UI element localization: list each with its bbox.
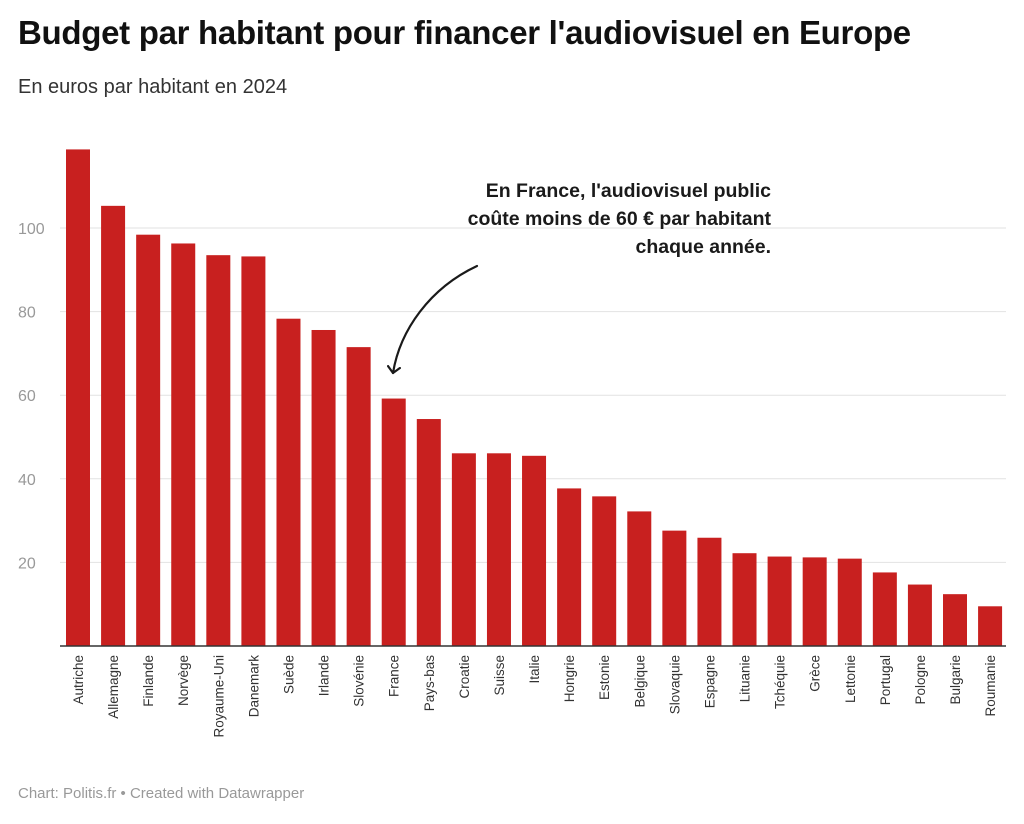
category-label: Tchéquie	[773, 655, 788, 709]
category-label: Lettonie	[843, 655, 858, 703]
bar-autriche	[66, 149, 90, 646]
bars	[66, 149, 1003, 647]
chart-subtitle: En euros par habitant en 2024	[18, 76, 288, 98]
category-label: Belgique	[632, 655, 647, 708]
category-label: Autriche	[71, 655, 86, 705]
category-label: Grèce	[808, 655, 823, 692]
y-axis-ticks: 20 40 60 80 100	[18, 221, 45, 572]
bar-tch-quie	[767, 556, 792, 646]
bar-danemark	[241, 256, 266, 646]
category-label: Irlande	[317, 655, 332, 696]
bar-slov-nie	[346, 347, 371, 646]
category-label: Danemark	[246, 655, 261, 718]
bar-slovaquie	[662, 530, 687, 646]
y-tick-label: 20	[18, 555, 36, 572]
bar-croatie	[451, 453, 476, 646]
x-axis-labels: Autriche Allemagne Finlande Norvège Royaume-…	[71, 655, 998, 738]
y-tick-label: 100	[18, 221, 45, 238]
annotation-line-2: coûte moins de 60 € par habitant	[468, 208, 772, 230]
y-tick-label: 80	[18, 305, 36, 322]
category-label: Espagne	[702, 655, 717, 708]
bar-gr-ce	[802, 557, 827, 646]
bar-suisse	[486, 453, 511, 646]
bar-allemagne	[101, 205, 126, 646]
bar-finlande	[136, 234, 161, 647]
bar-estonie	[592, 496, 617, 646]
bar-norv-ge	[171, 243, 196, 646]
category-label: Estonie	[597, 655, 612, 700]
category-label: Royaume-Uni	[211, 655, 226, 738]
annotation-line-1: En France, l'audiovisuel public	[486, 180, 771, 202]
annotation: En France, l'audiovisuel public coûte mo…	[393, 180, 772, 375]
category-label: Slovénie	[352, 655, 367, 707]
category-label: Roumanie	[983, 655, 998, 717]
bar-pays-bas	[416, 419, 441, 646]
bar-irlande	[311, 329, 336, 646]
bar-lituanie	[732, 553, 757, 646]
category-label: Suède	[281, 655, 296, 694]
annotation-arrow	[393, 264, 479, 375]
category-label: Finlande	[141, 655, 156, 707]
bar-su-de	[276, 318, 301, 646]
bar-france	[381, 398, 406, 646]
category-label: Allemagne	[106, 655, 121, 719]
category-label: Hongrie	[562, 655, 577, 702]
bar-belgique	[627, 511, 652, 646]
chart-title: Budget par habitant pour financer l'audi…	[18, 14, 911, 51]
category-label: Slovaquie	[667, 655, 682, 714]
bar-espagne	[697, 537, 722, 646]
bar-portugal	[872, 572, 897, 646]
y-tick-label: 60	[18, 388, 36, 405]
category-label: Portugal	[878, 655, 893, 705]
category-label: Croatie	[457, 655, 472, 699]
category-label: Italie	[527, 655, 542, 684]
category-label: Norvège	[176, 655, 191, 706]
bar-bulgarie	[943, 594, 967, 646]
bar-hongrie	[557, 488, 582, 646]
bar-roumanie	[978, 606, 1003, 646]
y-tick-label: 40	[18, 472, 36, 489]
category-label: Lituanie	[738, 655, 753, 702]
category-label: Pologne	[913, 655, 928, 705]
bar-royaume-uni	[206, 255, 231, 647]
bar-pologne	[907, 584, 932, 646]
bar-italie	[522, 455, 547, 646]
category-label: France	[387, 655, 402, 697]
chart-footer: Chart: Politis.fr • Created with Datawra…	[18, 785, 305, 802]
bar-lettonie	[837, 558, 862, 646]
category-label: Pays-bas	[422, 655, 437, 712]
category-label: Suisse	[492, 655, 507, 696]
annotation-line-3: chaque année.	[636, 236, 771, 258]
category-label: Bulgarie	[948, 655, 963, 705]
